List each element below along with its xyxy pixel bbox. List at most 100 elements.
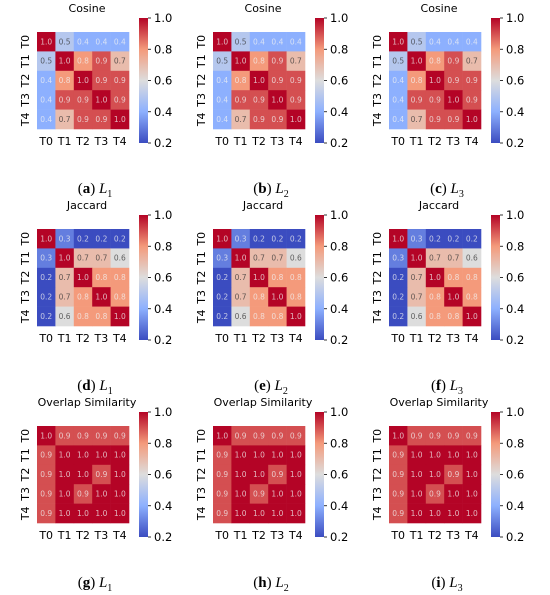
caption-letter: ( bbox=[254, 378, 259, 394]
x-tick-label: T4 bbox=[288, 529, 303, 542]
heatmap-cell bbox=[73, 90, 93, 110]
heatmap-cell bbox=[444, 426, 463, 446]
cell-value-label: 0.2 bbox=[466, 234, 478, 243]
heatmap-cell bbox=[462, 51, 482, 72]
heatmap-cell bbox=[55, 287, 75, 307]
x-tick-label: T4 bbox=[288, 135, 303, 148]
caption-variable: L bbox=[448, 575, 457, 591]
heatmap-cell bbox=[389, 90, 408, 110]
cell-value-label: 0.7 bbox=[411, 273, 423, 282]
chart-title: Cosine bbox=[69, 2, 106, 15]
cell-value-label: 1.0 bbox=[253, 273, 265, 282]
cell-value-label: 0.6 bbox=[466, 254, 478, 263]
heatmap-cell bbox=[213, 267, 232, 288]
cell-value-label: 1.0 bbox=[466, 490, 478, 499]
colorbar-tick-label: 0.4 bbox=[506, 499, 524, 513]
colorbar-tick-label: 0.8 bbox=[506, 436, 524, 450]
cell-value-label: 0.9 bbox=[95, 76, 107, 85]
y-tick-label: T4 bbox=[371, 309, 384, 324]
heatmap-cell bbox=[407, 248, 427, 269]
x-tick-label: T0 bbox=[38, 529, 53, 542]
cell-value-label: 0.7 bbox=[411, 115, 423, 124]
heatmap-cell bbox=[425, 267, 445, 288]
heatmap-cell bbox=[249, 90, 269, 110]
heatmap-cell bbox=[462, 248, 482, 269]
heatmap-cell bbox=[213, 426, 232, 446]
cell-value-label: 1.0 bbox=[290, 509, 302, 518]
cell-value-label: 1.0 bbox=[271, 96, 283, 105]
heatmap-cell bbox=[73, 109, 93, 130]
colorbar-tick-label: 0.6 bbox=[154, 468, 172, 482]
caption-subscript: 3 bbox=[459, 189, 464, 200]
cell-value-label: 0.8 bbox=[429, 57, 441, 66]
cell-value-label: 0.7 bbox=[253, 254, 265, 263]
heatmap-cell bbox=[462, 70, 482, 91]
heatmap-cell bbox=[268, 109, 287, 130]
cell-value-label: 1.0 bbox=[290, 490, 302, 499]
heatmap-cell bbox=[92, 267, 111, 288]
colorbar-tick-label: 0.8 bbox=[330, 436, 348, 450]
cell-value-label: 0.8 bbox=[235, 76, 247, 85]
heatmap-cell bbox=[37, 267, 56, 288]
heatmap-cell bbox=[462, 90, 482, 110]
heatmap-cell bbox=[407, 70, 427, 91]
cell-value-label: 0.8 bbox=[253, 312, 265, 321]
cell-value-label: 0.4 bbox=[114, 37, 126, 46]
cell-value-label: 0.9 bbox=[95, 431, 107, 440]
heatmap-cell bbox=[249, 287, 269, 307]
cell-value-label: 1.0 bbox=[253, 509, 265, 518]
heatmap-cell bbox=[407, 32, 427, 52]
heatmap-cell bbox=[444, 503, 463, 524]
x-tick-label: T1 bbox=[233, 529, 248, 542]
heatmap-cell bbox=[462, 287, 482, 307]
y-tick-label: T4 bbox=[19, 506, 32, 521]
colorbar-tick-label: 0.6 bbox=[506, 74, 524, 88]
heatmap-cell bbox=[37, 32, 56, 52]
cell-value-label: 0.7 bbox=[429, 254, 441, 263]
chart-title: Cosine bbox=[421, 2, 458, 15]
cell-value-label: 0.4 bbox=[392, 115, 404, 124]
heatmap-cell bbox=[425, 503, 445, 524]
cell-value-label: 1.0 bbox=[447, 509, 459, 518]
cell-value-label: 0.2 bbox=[429, 234, 441, 243]
heatmap-cell bbox=[37, 70, 56, 91]
heatmap-cell bbox=[55, 51, 75, 72]
heatmap-cell bbox=[268, 70, 287, 91]
heatmap-cell bbox=[55, 90, 75, 110]
cell-value-label: 0.9 bbox=[216, 470, 228, 479]
cell-value-label: 0.9 bbox=[271, 57, 283, 66]
caption-letter: ( bbox=[431, 378, 436, 394]
cell-value-label: 0.5 bbox=[40, 57, 52, 66]
caption-letter: ( bbox=[430, 181, 435, 197]
cell-value-label: 0.9 bbox=[429, 96, 441, 105]
heatmap-cell bbox=[92, 109, 111, 130]
x-tick-label: T3 bbox=[270, 529, 285, 542]
heatmap-cell bbox=[286, 306, 306, 327]
cell-value-label: 0.9 bbox=[114, 96, 126, 105]
cell-value-label: 0.3 bbox=[40, 254, 52, 263]
caption-letter-bold: f bbox=[436, 378, 442, 394]
cell-value-label: 1.0 bbox=[59, 470, 71, 479]
subfigure-caption: (a) L1 bbox=[78, 181, 113, 200]
cell-value-label: 0.9 bbox=[466, 96, 478, 105]
heatmap-cell bbox=[389, 32, 408, 52]
cell-value-label: 0.3 bbox=[216, 254, 228, 263]
cell-value-label: 1.0 bbox=[77, 451, 89, 460]
cell-value-label: 0.9 bbox=[216, 509, 228, 518]
caption-subscript: 2 bbox=[284, 189, 289, 200]
caption-subscript: 1 bbox=[108, 386, 113, 397]
cell-value-label: 0.9 bbox=[271, 470, 283, 479]
caption-letter-bold: h bbox=[258, 575, 267, 591]
cell-value-label: 0.9 bbox=[77, 431, 89, 440]
cell-value-label: 0.7 bbox=[466, 57, 478, 66]
heatmap-cell bbox=[462, 503, 482, 524]
y-tick-label: T2 bbox=[19, 74, 32, 89]
cell-value-label: 1.0 bbox=[114, 115, 126, 124]
colorbar-tick-label: 1.0 bbox=[506, 405, 524, 419]
x-tick-label: T1 bbox=[233, 332, 248, 345]
chart-title: Overlap Similarity bbox=[214, 396, 313, 409]
heatmap-cell bbox=[425, 70, 445, 91]
heatmap-cell bbox=[444, 248, 463, 269]
heatmap-cell bbox=[268, 287, 287, 307]
heatmap-panel: Overlap Similarity 1.0 0.9 0.9 0.9 0.9 0.9 1.0 1… bbox=[19, 396, 172, 594]
